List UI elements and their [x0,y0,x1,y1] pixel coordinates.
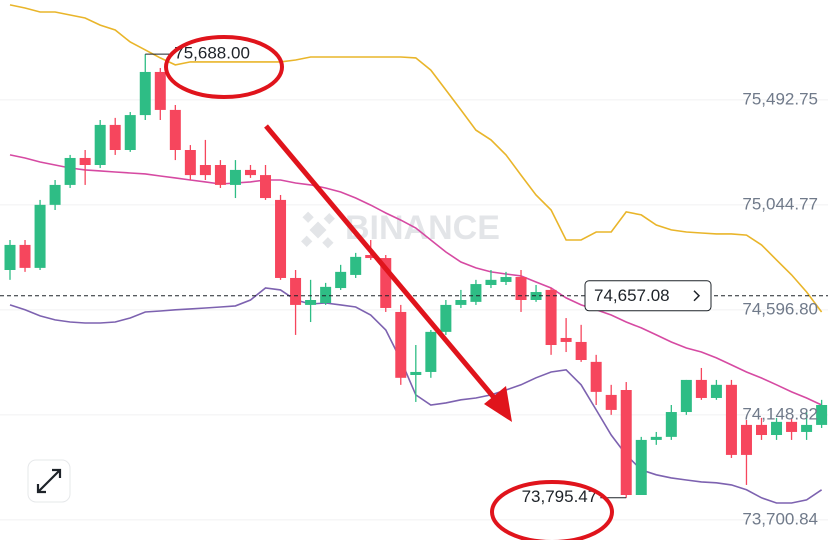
candle-body [395,311,407,378]
arrow-head [484,386,512,422]
candle-body [139,71,151,116]
candle-body [801,424,813,432]
candle-body [560,337,572,342]
watermark: BINANCE [301,209,500,249]
y-tick-label: 74,596.80 [742,299,818,318]
candle-body [94,124,106,165]
candle-body [244,169,256,176]
grid [0,99,828,521]
candle-body [260,175,272,199]
candle-body [335,271,347,289]
candle-body [64,157,76,185]
candle-body [275,199,287,278]
candle-body [199,165,211,176]
watermark-text: BINANCE [345,209,500,247]
arrow-shaft [264,124,498,402]
y-tick-label: 74,148.82 [742,404,818,423]
candle-body [710,384,722,398]
candle-body [410,371,422,375]
annotation-label: 73,795.47 [522,487,598,506]
expand-button[interactable] [27,459,71,503]
y-axis: 75,492.75 75,044.77 74,596.80 74,148.82 73,7… [742,89,818,528]
candle-body [184,150,196,176]
candles [4,54,828,498]
candle-body [49,184,61,205]
y-tick-label: 73,700.84 [742,509,818,528]
candle-body [695,379,707,398]
bands [9,4,823,504]
candle-body [109,124,121,150]
candle-body [680,379,692,413]
highlight-ellipse [164,35,284,99]
candle-body [154,71,166,110]
candle-body [725,384,737,455]
candle-body [425,331,437,372]
candle-body [124,115,136,150]
candle-body [485,279,497,285]
band-line [9,154,822,406]
candle-body [620,390,632,495]
candle-body [455,300,467,305]
candle-body [515,277,527,300]
candle-body [440,304,452,332]
candle-body [816,405,828,425]
last-price-box [584,280,712,312]
candle-body [771,421,783,435]
candle-body [305,300,317,305]
last-price: 74,657.08 [0,280,828,312]
candle-body [786,421,798,432]
annotation-label: 75,688.00 [174,44,250,63]
candle-body [229,169,241,185]
candle-body [34,204,46,268]
candle-body [380,258,392,308]
candle-body [635,439,647,495]
y-tick-label: 75,044.77 [742,194,818,213]
candle-body [169,109,181,150]
candle-body [19,244,31,268]
candle-body [365,255,377,259]
candle-body [605,394,617,410]
candle-body [530,292,542,300]
last-price-label: 74,657.08 [594,286,670,305]
candle-body [590,361,602,392]
candle-body [500,277,512,282]
candle-body [545,289,557,345]
candle-body [290,277,302,305]
candle-body [650,436,662,440]
candle-body [79,157,91,165]
y-tick-label: 75,492.75 [742,89,818,108]
candle-body [320,286,332,304]
candle-body [575,341,587,360]
candle-body [740,424,752,455]
annotations: 75,688.00 73,795.47 [145,44,627,506]
band-line [9,4,823,313]
candle-body [470,284,482,302]
chevron [693,290,701,302]
candle-body [4,244,16,270]
candle-body [756,424,767,435]
candle-body [214,165,226,185]
candle-body [665,412,677,437]
expand-icon[interactable] [36,468,62,494]
candle-body [350,256,362,275]
